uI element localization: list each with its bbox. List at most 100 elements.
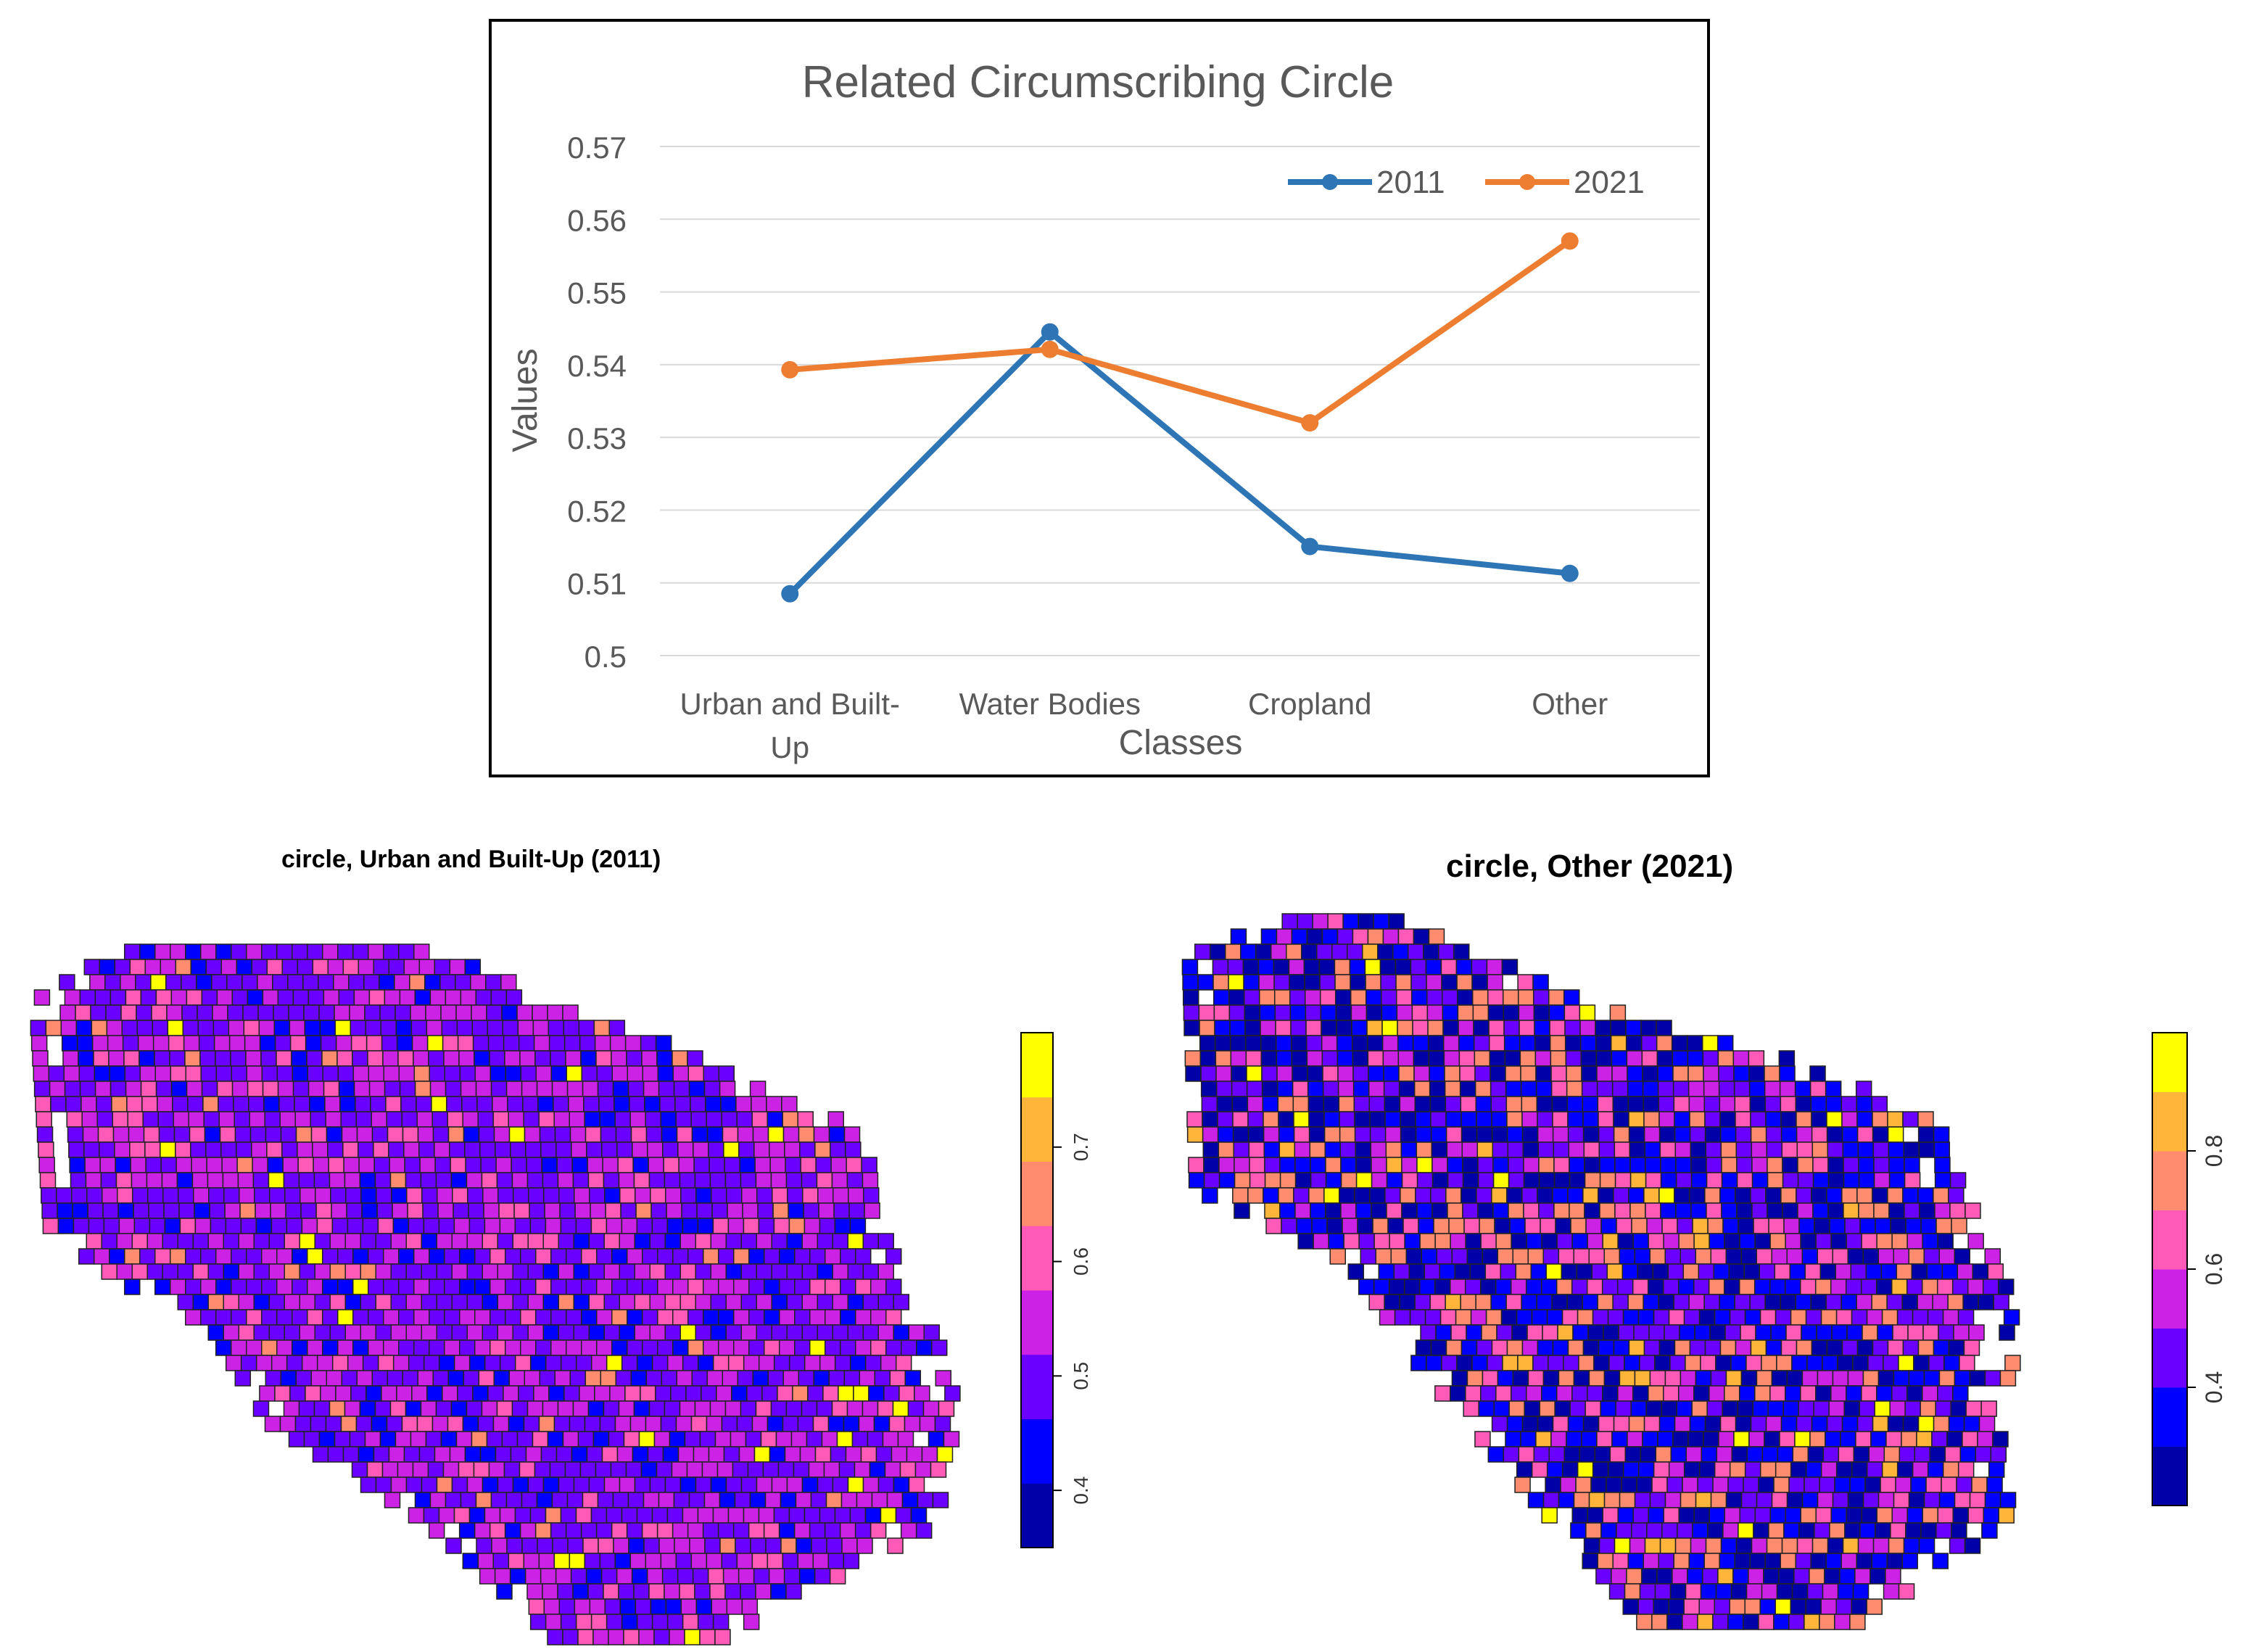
map-cell [1552, 1339, 1569, 1356]
map-cell [1999, 1492, 2017, 1508]
map-cell [1934, 1202, 1951, 1219]
map-cell [1710, 1248, 1727, 1265]
map-cell [1385, 1141, 1402, 1158]
map-cell [1249, 1157, 1265, 1173]
map-cell [75, 1004, 91, 1021]
map-cell [383, 1339, 400, 1356]
map-cell [1899, 1446, 1916, 1463]
map-cell [798, 1126, 815, 1143]
map-cell [1466, 1248, 1483, 1265]
map-cell [73, 1218, 90, 1234]
map-cell [1491, 1339, 1508, 1356]
map-cell [556, 1157, 573, 1173]
map-cell [1428, 1050, 1445, 1067]
map-cell [621, 1507, 638, 1524]
map-cell [476, 1537, 492, 1554]
map-cell [528, 1598, 545, 1615]
map-cell [573, 1294, 590, 1310]
map-cell [1952, 1507, 1969, 1524]
colorbar-swatch [1021, 1096, 1053, 1162]
map-cell [486, 1004, 503, 1021]
map-cell [1809, 1431, 1826, 1447]
colorbar-swatch [2152, 1151, 2187, 1210]
map-cell [740, 1172, 757, 1189]
map-cell [772, 1202, 789, 1219]
map-cell [1701, 1035, 1719, 1052]
map-cell [1626, 1050, 1643, 1067]
map-cell [1643, 1187, 1660, 1204]
map-cell [1862, 1248, 1879, 1265]
map-cell [1413, 928, 1430, 945]
map-cell [532, 1431, 549, 1447]
map-cell [497, 1477, 514, 1493]
map-cell [748, 1248, 765, 1265]
map-cell [778, 1522, 796, 1539]
map-cell [192, 1294, 209, 1310]
map-cell [1793, 1568, 1810, 1585]
map-cell [1573, 1370, 1590, 1387]
map-cell [763, 1522, 780, 1539]
map-cell [1379, 1309, 1396, 1326]
map-cell [1920, 1522, 1937, 1539]
map-cell [231, 1081, 249, 1097]
map-cell [405, 1477, 423, 1493]
map-cell [884, 1461, 901, 1478]
map-cell [361, 1202, 378, 1219]
map-cell [305, 1385, 321, 1402]
map-cell [554, 1126, 571, 1143]
map-cell [342, 959, 360, 975]
map-cell [1827, 1157, 1844, 1173]
map-cell [79, 1081, 96, 1097]
map-cell [1764, 1065, 1780, 1082]
map-cell [503, 1035, 520, 1052]
map-cell [1679, 1324, 1695, 1341]
map-cell [538, 1111, 555, 1128]
map-cell [182, 1020, 199, 1036]
map-cell [78, 1065, 96, 1082]
map-cell [687, 1248, 704, 1265]
map-cell [1597, 1294, 1614, 1310]
map-cell [1736, 1202, 1753, 1219]
map-cell [648, 1400, 666, 1417]
map-cell [1680, 1370, 1697, 1387]
map-cell [718, 1309, 735, 1326]
map-cell [1872, 1416, 1889, 1432]
map-cell [352, 1339, 369, 1356]
map-cell [1533, 1004, 1550, 1021]
map-cell [1448, 1218, 1465, 1234]
map-cell [1876, 1507, 1893, 1524]
map-cell [444, 1279, 460, 1295]
map-cell [1786, 1492, 1804, 1508]
map-cell [1342, 1218, 1358, 1234]
map-cell [1603, 1248, 1620, 1265]
map-cell [801, 1263, 818, 1280]
map-cell [1980, 1400, 1997, 1417]
map-cell [1503, 1020, 1520, 1036]
map-cell [590, 1218, 608, 1234]
map-cell [1476, 1339, 1493, 1356]
map-cell [1856, 1096, 1873, 1112]
map-cell [1488, 1035, 1505, 1052]
map-cell [97, 1126, 115, 1143]
map-cell [1714, 1598, 1730, 1615]
map-cell [1527, 1492, 1545, 1508]
map-cell [1759, 1263, 1776, 1280]
map-cell [840, 1248, 856, 1265]
map-cell [177, 1294, 194, 1310]
map-cell [312, 1446, 329, 1463]
map-cell [1648, 1385, 1664, 1402]
map-cell [1510, 1279, 1527, 1295]
map-cell [1369, 1126, 1387, 1143]
map-cell [268, 1233, 285, 1250]
map-cell [689, 1537, 706, 1554]
map-cell [784, 1446, 801, 1463]
map-cell [1640, 1035, 1658, 1052]
map-cell [1750, 1111, 1767, 1128]
map-cell [584, 1126, 602, 1143]
map-cell [1521, 1126, 1539, 1143]
map-cell [702, 1522, 719, 1539]
map-cell [1755, 1324, 1772, 1341]
map-cell [1230, 928, 1247, 945]
map-cell [242, 1004, 259, 1021]
map-cell [650, 1202, 667, 1219]
